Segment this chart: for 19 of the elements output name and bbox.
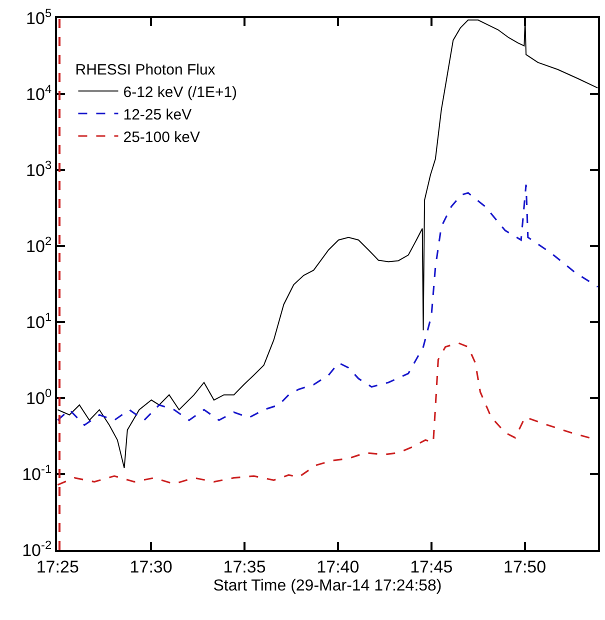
y-tick-label: 10$^{1}$ <box>26 310 52 332</box>
x-tick-label: 17:35 <box>223 557 266 576</box>
y-tick-label: 10$^{0}$ <box>26 386 52 408</box>
y-tick-label: 10$^{4}$ <box>26 82 52 104</box>
legend-label: 6-12 keV (/1E+1) <box>123 84 238 101</box>
legend-title: RHESSI Photon Flux <box>75 62 216 79</box>
y-tick-label: 10$^{2}$ <box>26 234 52 256</box>
y-tick-label: 10$^{-2}$ <box>22 538 52 560</box>
x-tick-label: 17:50 <box>504 557 546 576</box>
x-tick-label: 17:30 <box>130 557 172 576</box>
x-tick-label: 17:45 <box>410 557 453 576</box>
x-tick-label: 17:25 <box>36 557 79 576</box>
x-tick-label: 17:40 <box>316 557 360 576</box>
legend-label: 25-100 keV <box>123 128 200 146</box>
y-tick-label: 10$^{3}$ <box>26 158 52 180</box>
legend-label: 12-25 keV <box>123 106 192 124</box>
x-axis-title: Start Time (29-Mar-14 17:24:58) <box>213 578 442 595</box>
y-tick-label: 10$^{-1}$ <box>22 462 52 484</box>
y-tick-label: 10$^{5}$ <box>26 6 52 28</box>
